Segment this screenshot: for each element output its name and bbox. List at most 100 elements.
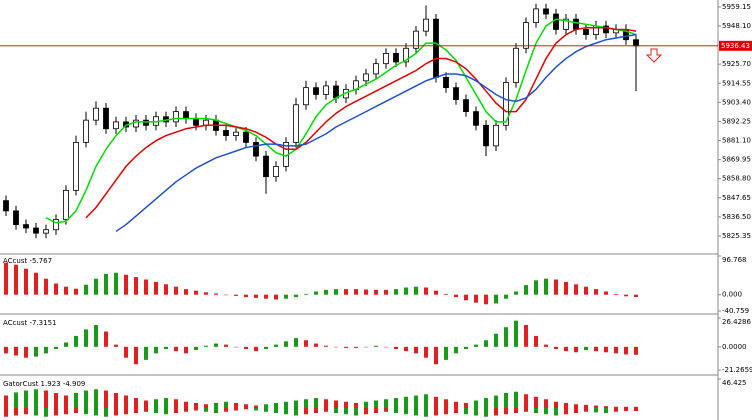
histogram-bar — [164, 346, 168, 349]
histogram-bar — [334, 400, 338, 409]
histogram-bar — [174, 399, 178, 409]
histogram-bar — [224, 294, 228, 296]
candle-body — [63, 189, 69, 220]
histogram-bar — [104, 331, 108, 347]
histogram-bar — [54, 408, 58, 416]
histogram-bar — [604, 408, 608, 414]
histogram-bar — [544, 344, 548, 347]
histogram-bar — [244, 294, 248, 298]
histogram-bar — [294, 400, 298, 409]
candle-body — [223, 130, 229, 136]
y-tick-label: 5869.95 — [722, 156, 751, 164]
histogram-bar — [94, 389, 98, 409]
candle-body — [33, 227, 39, 234]
candle-body — [433, 18, 439, 78]
histogram-bar — [274, 294, 278, 300]
histogram-bar — [404, 408, 408, 415]
histogram-bar — [134, 408, 138, 414]
histogram-bar — [344, 401, 348, 409]
histogram-bar — [474, 344, 478, 347]
candle-body — [203, 119, 209, 126]
candle-body — [633, 39, 639, 47]
histogram-bar — [264, 294, 268, 299]
histogram-bar — [444, 399, 448, 409]
candle-body — [493, 124, 499, 147]
histogram-bar — [254, 408, 258, 411]
histogram-bar — [454, 408, 458, 414]
histogram-bar — [544, 399, 548, 409]
last-price-box — [719, 40, 752, 51]
histogram-bar — [434, 290, 438, 295]
histogram-bar — [624, 346, 628, 355]
histogram-bar — [254, 294, 258, 298]
histogram-bar — [94, 325, 98, 347]
histogram-bar — [44, 278, 48, 295]
histogram-bar — [14, 346, 18, 356]
histogram-bar — [524, 408, 528, 412]
histogram-bar — [64, 342, 68, 347]
histogram-bar — [84, 284, 88, 295]
histogram-bar — [174, 408, 178, 414]
histogram-bar — [584, 346, 588, 351]
y-tick-label: -40.759 — [722, 307, 749, 315]
candle-body — [53, 219, 59, 231]
histogram-bar — [104, 273, 108, 295]
histogram-bar — [414, 395, 418, 409]
histogram-bar — [424, 287, 428, 295]
sell-arrow — [645, 48, 663, 63]
histogram-bar — [374, 408, 378, 414]
histogram-bar — [54, 346, 58, 349]
histogram-bar — [84, 329, 88, 347]
moving-average-line — [45, 18, 637, 224]
candle-body — [93, 107, 99, 121]
histogram-bar — [44, 346, 48, 354]
histogram-bar — [354, 346, 358, 348]
histogram-bar — [284, 294, 288, 299]
histogram-bar — [634, 408, 638, 412]
histogram-bar — [434, 408, 438, 416]
histogram-bar — [124, 274, 128, 295]
histogram-bar — [324, 345, 328, 347]
y-tick-label: 0.0000 — [722, 343, 747, 351]
histogram-bar — [584, 408, 588, 412]
histogram-bar — [34, 346, 38, 357]
histogram-bar — [414, 346, 418, 354]
histogram-bar — [534, 408, 538, 414]
histogram-bar — [314, 398, 318, 409]
candle-body — [83, 119, 89, 143]
histogram-bar — [184, 289, 188, 295]
histogram-bar — [584, 286, 588, 295]
histogram-bar — [504, 393, 508, 409]
histogram-bar — [464, 408, 468, 415]
histogram-bar — [154, 408, 158, 414]
candle-body — [183, 111, 189, 119]
histogram-bar — [204, 292, 208, 295]
y-tick-label: 5892.25 — [722, 117, 751, 125]
histogram-bar — [634, 346, 638, 355]
histogram-bar — [484, 294, 488, 305]
histogram-bar — [94, 278, 98, 295]
histogram-bar — [64, 408, 68, 415]
histogram-bar — [564, 281, 568, 295]
histogram-bar — [614, 346, 618, 354]
candle-body — [483, 124, 489, 147]
y-tick-label: 5847.65 — [722, 194, 751, 202]
histogram-bar — [154, 346, 158, 354]
histogram-bar — [574, 408, 578, 414]
y-tick-label: 5925.70 — [722, 60, 751, 68]
histogram-bar — [304, 399, 308, 409]
candle-body — [363, 73, 369, 82]
histogram-bar — [184, 408, 188, 412]
histogram-bar — [434, 396, 438, 409]
histogram-bar — [494, 333, 498, 347]
histogram-bar — [214, 408, 218, 414]
histogram-bar — [624, 294, 628, 297]
y-tick-label: 5881.10 — [722, 137, 751, 145]
histogram-bar — [354, 403, 358, 409]
y-tick-label: 5959.15 — [722, 3, 751, 11]
histogram-bar — [344, 408, 348, 415]
histogram-bar — [314, 343, 318, 347]
histogram-bar — [24, 346, 28, 358]
candle-body — [523, 22, 529, 49]
histogram-bar — [84, 408, 88, 415]
